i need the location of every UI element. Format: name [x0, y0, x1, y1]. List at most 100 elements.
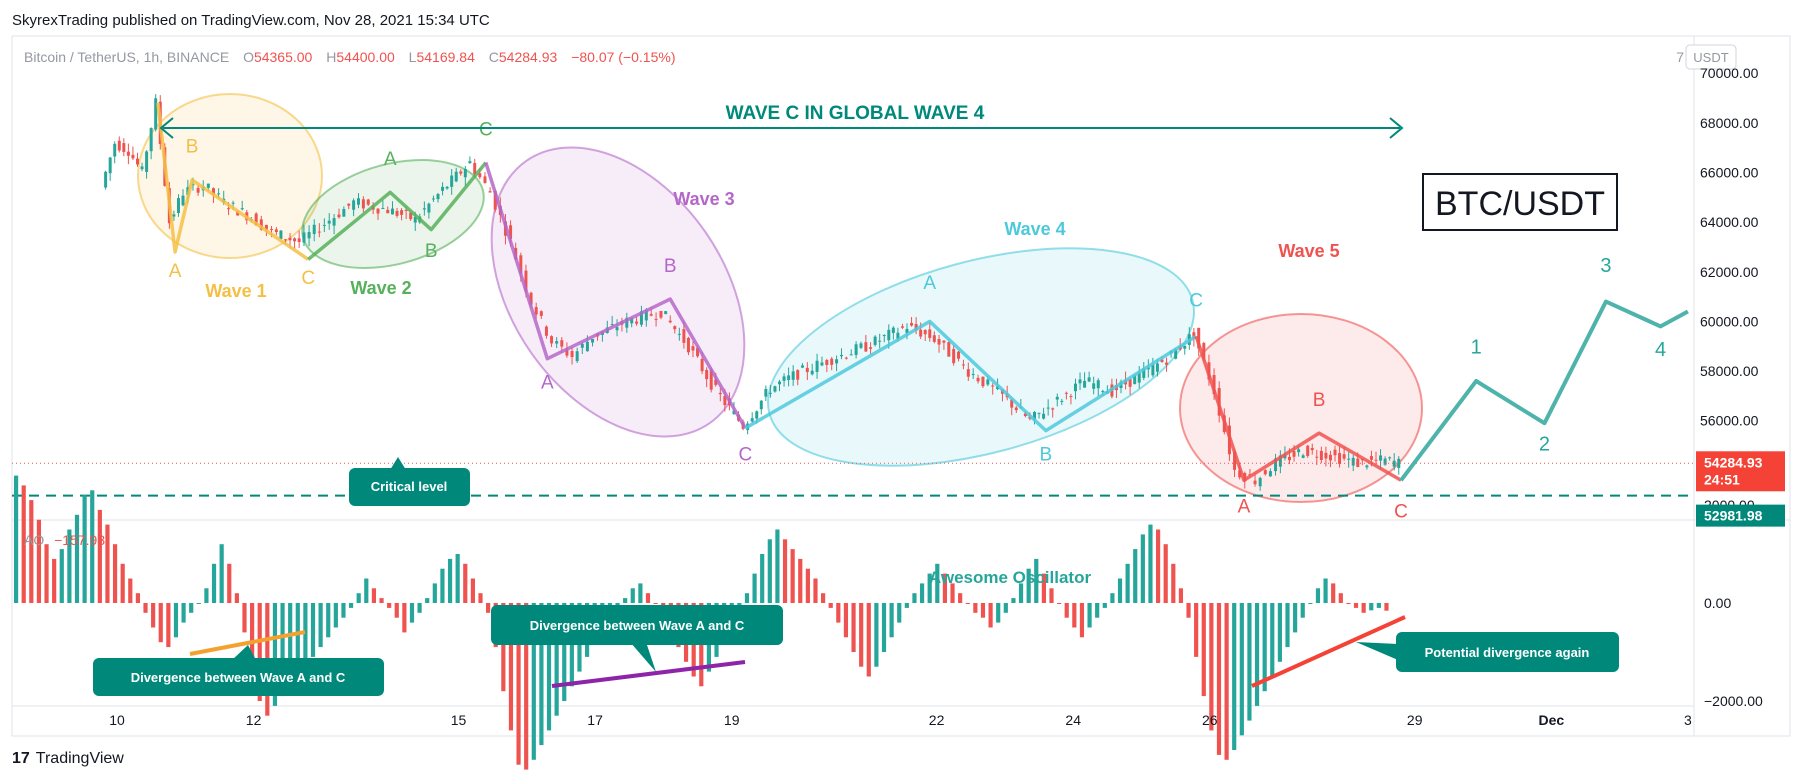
wave-label-1: Wave 1 [205, 281, 266, 301]
ao-bar [82, 495, 87, 603]
candle-body [1274, 458, 1278, 472]
candle-body [1356, 458, 1360, 467]
last-price-tag-text: 54284.93 [1704, 454, 1763, 470]
candle-body [625, 317, 629, 328]
candle-body [869, 347, 873, 349]
candle-body [1037, 412, 1041, 414]
ao-bar [843, 603, 849, 638]
ao-bar [447, 558, 453, 603]
candle-body [302, 232, 306, 243]
candle-body [231, 202, 235, 204]
candle-body [580, 343, 584, 348]
ao-bar [1376, 603, 1381, 608]
candle-body [1383, 458, 1387, 465]
candle-body [1174, 349, 1178, 359]
candle-body [283, 239, 287, 241]
candle-body [463, 168, 467, 178]
candle-body [454, 171, 458, 182]
projection-label-2: 2 [1539, 434, 1550, 456]
wave-5-pivot-a: A [1238, 497, 1251, 518]
ao-bar [135, 593, 140, 603]
candle-body [873, 336, 877, 345]
time-tick: 19 [724, 712, 740, 728]
candle-body [1347, 458, 1351, 460]
divergence-text-1: Divergence between Wave A and C [131, 670, 346, 685]
ao-bar [531, 603, 536, 760]
ao-bar [348, 603, 354, 608]
candle-body [759, 400, 763, 410]
critical-level-text: Critical level [371, 479, 448, 494]
last-price-tag-bg [1696, 451, 1785, 492]
critical-price-tag-text: 52981.98 [1704, 508, 1763, 524]
candle-body [1392, 460, 1396, 467]
ao-bar [318, 603, 323, 648]
candle-body [206, 183, 210, 188]
ao-bar [1163, 544, 1168, 603]
candle-body [468, 161, 472, 164]
ao-bar [1110, 593, 1115, 603]
ao-bar [919, 583, 925, 603]
candle-body [820, 362, 824, 366]
legend-close-label: C [489, 49, 499, 65]
candle-body [585, 341, 589, 352]
price-tick: 64000.00 [1700, 214, 1759, 230]
candle-body [322, 224, 326, 226]
candle-body [478, 173, 482, 178]
ao-bar [1034, 558, 1039, 603]
ao-bar [478, 593, 483, 603]
ao-bar [1232, 603, 1237, 750]
wave-3-pivot-c: C [738, 444, 752, 465]
candle-body [191, 184, 195, 186]
candle-body [1046, 407, 1050, 409]
ao-bar [74, 514, 80, 603]
candle-body [1238, 470, 1242, 478]
candle-body [668, 320, 672, 323]
wave-label-2: Wave 2 [350, 278, 411, 298]
time-tick: 12 [246, 712, 262, 728]
ao-bar [645, 593, 651, 603]
candle-body [1096, 380, 1100, 389]
legend-symbol: Bitcoin / TetherUS, 1h, BINANCE [24, 49, 229, 65]
candle-body [750, 418, 754, 422]
ao-bar [1315, 588, 1321, 603]
candle-body [1379, 455, 1383, 461]
last-price-tag-text: 24:51 [1704, 471, 1740, 487]
candle-body [1023, 413, 1027, 417]
ao-bar [219, 544, 224, 603]
currency-badge[interactable] [1685, 44, 1737, 70]
candle-body [108, 157, 112, 174]
candle-body [217, 193, 221, 195]
wave-line-1 [156, 102, 310, 261]
ao-bar [158, 603, 163, 643]
ao-bar [524, 603, 529, 770]
candle-body [140, 166, 144, 170]
candle-body [696, 347, 700, 357]
divergence-callout-3: Potential divergence again [1356, 632, 1619, 672]
ao-bar [1293, 603, 1298, 633]
wave-ellipse-3 [490, 146, 746, 438]
price-tick: 66000.00 [1700, 165, 1759, 181]
candle-body [1142, 368, 1146, 378]
candle-body [509, 225, 513, 239]
ao-bar [798, 558, 803, 603]
candle-body [264, 224, 268, 230]
candle-body [196, 187, 200, 193]
footer-brand[interactable]: TradingView [35, 750, 124, 767]
candle-body [791, 371, 795, 380]
candle-body [755, 411, 759, 419]
candle-body [565, 349, 569, 356]
ao-bar [767, 539, 772, 603]
wave-line-3 [484, 162, 747, 430]
candle-body [1128, 379, 1132, 387]
time-tick: 24 [1065, 712, 1081, 728]
candle-body [570, 351, 574, 358]
legend-low: 54169.84 [416, 49, 475, 65]
candle-body [1388, 457, 1392, 459]
candle-body [550, 336, 554, 344]
candle-body [709, 370, 713, 390]
candle-body [682, 329, 686, 343]
candle-body [649, 314, 653, 316]
candle-body [1192, 332, 1196, 339]
ao-bar [859, 603, 864, 667]
